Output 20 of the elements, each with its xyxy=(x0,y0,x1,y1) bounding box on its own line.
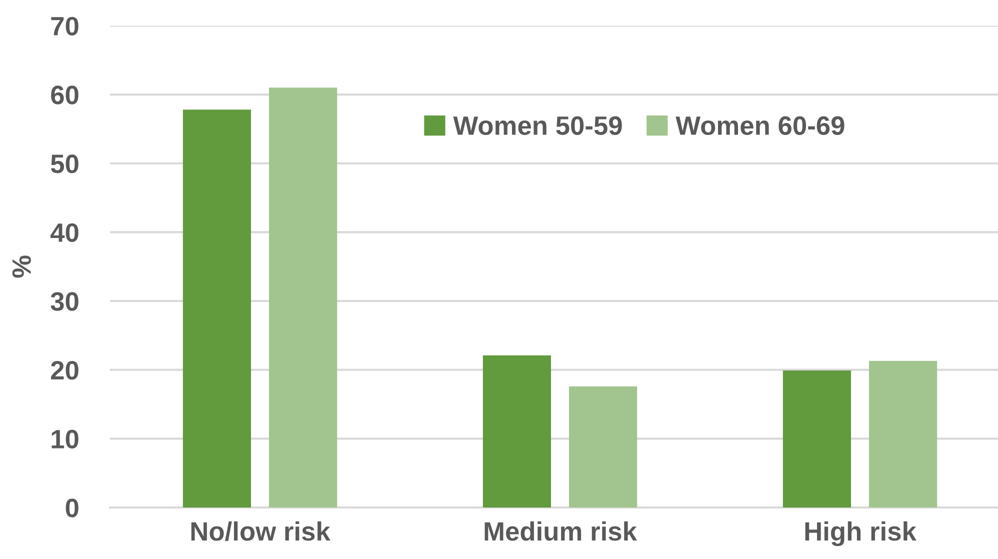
y-axis-title: % xyxy=(12,256,31,278)
legend-label: Women 60-69 xyxy=(676,116,844,135)
bar xyxy=(182,110,251,508)
x-tick-label: No/low risk xyxy=(191,521,330,542)
x-tick-label: Medium risk xyxy=(484,521,638,541)
bar xyxy=(569,386,638,508)
bar xyxy=(269,88,338,508)
x-tick-label: High risk xyxy=(805,521,916,546)
bar xyxy=(869,360,938,508)
y-tick-label: 10 xyxy=(52,430,78,448)
y-tick-label: 30 xyxy=(50,292,78,311)
y-tick-label: 70 xyxy=(51,16,78,36)
legend-label: Women 50-59 xyxy=(453,116,622,135)
y-tick-label: 0 xyxy=(66,498,78,518)
y-tick-label: 40 xyxy=(50,223,78,242)
y-tick-label: 60 xyxy=(51,86,78,104)
y-tick-label: 50 xyxy=(50,154,78,174)
bar xyxy=(482,355,551,508)
y-tick-label: 20 xyxy=(51,360,78,380)
bar xyxy=(782,370,851,508)
